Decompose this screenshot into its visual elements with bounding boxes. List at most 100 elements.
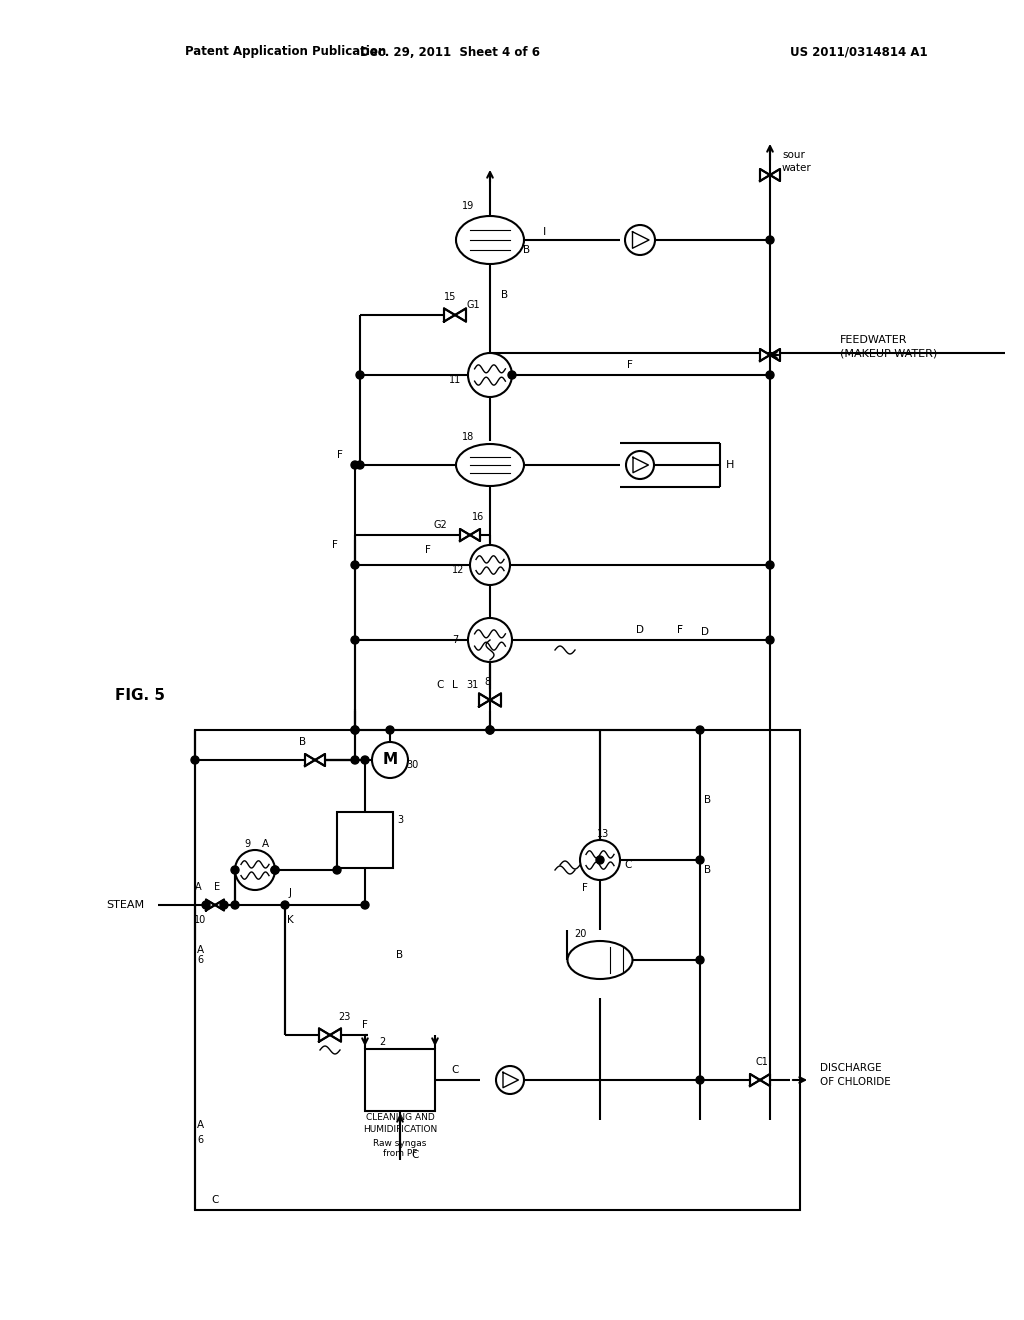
Text: 2: 2 xyxy=(379,1038,385,1047)
Text: Patent Application Publication: Patent Application Publication xyxy=(185,45,386,58)
Text: F: F xyxy=(362,1020,368,1030)
Text: K: K xyxy=(287,915,293,925)
Circle shape xyxy=(696,726,705,734)
Circle shape xyxy=(351,561,359,569)
Circle shape xyxy=(508,371,516,379)
Text: 19: 19 xyxy=(462,201,474,211)
Text: 3: 3 xyxy=(397,814,403,825)
Text: B: B xyxy=(299,737,306,747)
Text: 20: 20 xyxy=(573,929,586,939)
Bar xyxy=(337,812,393,869)
Text: OF CHLORIDE: OF CHLORIDE xyxy=(820,1077,891,1086)
Circle shape xyxy=(191,756,199,764)
Circle shape xyxy=(766,636,774,644)
Circle shape xyxy=(468,352,512,397)
Text: 8: 8 xyxy=(484,677,490,686)
Circle shape xyxy=(351,636,359,644)
Text: 10: 10 xyxy=(194,915,206,925)
Text: G2: G2 xyxy=(433,520,446,531)
Circle shape xyxy=(361,756,369,764)
Circle shape xyxy=(766,371,774,379)
Circle shape xyxy=(271,866,279,874)
Circle shape xyxy=(486,726,494,734)
Polygon shape xyxy=(460,529,480,541)
Bar xyxy=(195,730,800,1210)
Polygon shape xyxy=(206,900,224,911)
Text: DISCHARGE: DISCHARGE xyxy=(820,1063,882,1073)
Text: L: L xyxy=(453,680,458,690)
Text: B: B xyxy=(396,950,403,960)
Text: 15: 15 xyxy=(443,292,456,302)
Circle shape xyxy=(696,956,705,964)
Polygon shape xyxy=(479,693,501,706)
Circle shape xyxy=(386,726,394,734)
Circle shape xyxy=(696,1076,705,1084)
Circle shape xyxy=(766,561,774,569)
Text: sour: sour xyxy=(782,150,805,160)
Circle shape xyxy=(281,902,289,909)
Text: 6: 6 xyxy=(197,1135,203,1144)
Circle shape xyxy=(351,726,359,734)
Circle shape xyxy=(202,902,210,909)
Polygon shape xyxy=(444,309,466,322)
Text: STEAM: STEAM xyxy=(105,900,144,909)
Text: E: E xyxy=(214,882,220,892)
Text: A: A xyxy=(197,1119,204,1130)
Circle shape xyxy=(356,461,364,469)
Text: from PF: from PF xyxy=(383,1150,417,1159)
Text: D: D xyxy=(701,627,709,638)
Circle shape xyxy=(220,902,228,909)
Text: F: F xyxy=(627,360,633,370)
Text: A: A xyxy=(197,945,204,954)
Text: F: F xyxy=(337,450,343,459)
Circle shape xyxy=(470,545,510,585)
Text: US 2011/0314814 A1: US 2011/0314814 A1 xyxy=(790,45,928,58)
Text: J: J xyxy=(289,888,292,898)
Circle shape xyxy=(596,855,604,865)
Text: CLEANING AND: CLEANING AND xyxy=(366,1114,434,1122)
Circle shape xyxy=(351,461,359,469)
Circle shape xyxy=(231,866,239,874)
Circle shape xyxy=(356,371,364,379)
Text: FIG. 5: FIG. 5 xyxy=(115,688,165,702)
Text: 13: 13 xyxy=(597,829,609,840)
Ellipse shape xyxy=(456,216,524,264)
Polygon shape xyxy=(305,754,325,766)
Text: HUMIDIFICATION: HUMIDIFICATION xyxy=(362,1126,437,1134)
Text: water: water xyxy=(782,162,812,173)
Circle shape xyxy=(361,902,369,909)
Text: Raw syngas: Raw syngas xyxy=(374,1138,427,1147)
Bar xyxy=(365,1049,435,1111)
Polygon shape xyxy=(760,169,780,181)
Circle shape xyxy=(351,756,359,764)
Text: D: D xyxy=(636,624,644,635)
Text: G1: G1 xyxy=(466,300,480,310)
Circle shape xyxy=(625,224,655,255)
Circle shape xyxy=(496,1067,524,1094)
Text: I: I xyxy=(544,227,547,238)
Polygon shape xyxy=(750,1074,770,1086)
Text: 31: 31 xyxy=(466,680,478,690)
Text: 16: 16 xyxy=(472,512,484,521)
Text: B: B xyxy=(502,290,509,300)
Text: B: B xyxy=(705,865,712,875)
Circle shape xyxy=(626,451,654,479)
Circle shape xyxy=(696,855,705,865)
Circle shape xyxy=(468,618,512,663)
Text: C: C xyxy=(436,680,443,690)
Text: 30: 30 xyxy=(406,760,418,770)
Text: 6: 6 xyxy=(197,954,203,965)
Circle shape xyxy=(231,902,239,909)
Circle shape xyxy=(271,866,279,874)
Text: F: F xyxy=(677,624,683,635)
Circle shape xyxy=(486,726,494,734)
Text: A: A xyxy=(195,882,202,892)
Text: A: A xyxy=(261,840,268,849)
Text: B: B xyxy=(523,246,530,255)
Text: 23: 23 xyxy=(338,1012,350,1022)
Text: H: H xyxy=(726,459,734,470)
Circle shape xyxy=(351,726,359,734)
Text: C1: C1 xyxy=(756,1057,768,1067)
Text: 12: 12 xyxy=(452,565,464,576)
Polygon shape xyxy=(760,348,780,360)
